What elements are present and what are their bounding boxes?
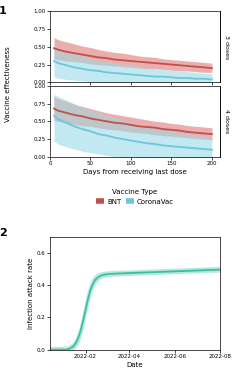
Legend: BNT, CoronaVac: BNT, CoronaVac: [96, 189, 174, 205]
X-axis label: Date: Date: [127, 362, 143, 368]
Y-axis label: Infection attack rate: Infection attack rate: [28, 258, 34, 329]
Text: 1: 1: [0, 6, 7, 15]
Text: Vaccine effectiveness: Vaccine effectiveness: [5, 46, 11, 122]
Text: 2: 2: [0, 228, 7, 238]
X-axis label: Days from receiving last dose: Days from receiving last dose: [83, 169, 187, 175]
Y-axis label: 3 doses: 3 doses: [224, 35, 230, 59]
Y-axis label: 4 doses: 4 doses: [224, 109, 230, 133]
